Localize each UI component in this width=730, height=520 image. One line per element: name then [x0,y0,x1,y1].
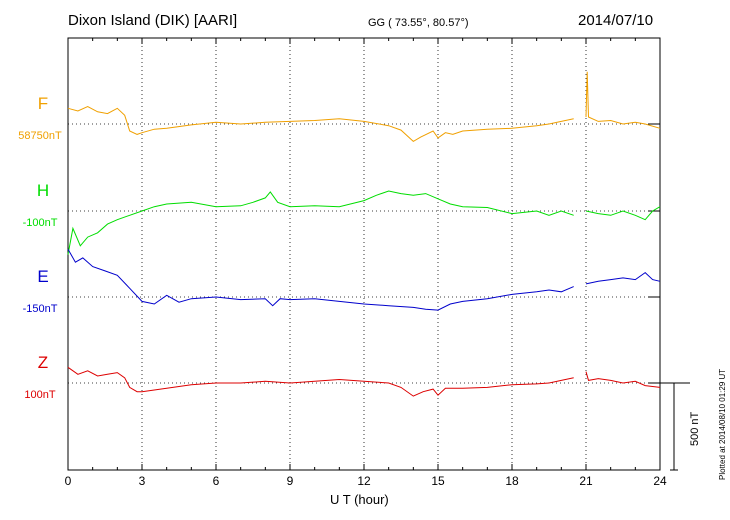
scale-bar-label: 500 nT [689,411,701,446]
trace-Z [67,366,574,397]
trace-E-b [585,271,661,285]
x-axis-label: U T (hour) [330,492,389,507]
x-tick-label: 18 [505,474,519,488]
trace-H [67,190,574,255]
trace-H-b [585,206,661,221]
x-tick-label: 21 [579,474,593,488]
component-baseline-H: -100nT [23,217,58,229]
trace-F-b [585,71,661,129]
component-label-E: E [37,267,48,286]
component-label-Z: Z [38,353,48,372]
component-baseline-F: 58750nT [18,130,62,142]
x-tick-label: 15 [431,474,445,488]
component-baseline-Z: 100nT [24,389,55,401]
component-label-H: H [37,181,49,200]
date-label: 2014/07/10 [578,12,654,29]
x-tick-label: 6 [213,474,220,488]
x-tick-label: 24 [653,474,667,488]
trace-F [67,106,574,143]
trace-E [67,248,574,311]
x-tick-label: 9 [287,474,294,488]
component-label-F: F [38,94,48,113]
component-baseline-E: -150nT [23,303,58,315]
trace-Z-b [585,371,661,388]
plotted-note: Plotted at 2014/08/10 01:29 UT [718,368,727,480]
coordinates-label: GG ( 73.55°, 80.57°) [368,17,469,29]
x-tick-label: 0 [65,474,72,488]
station-title: Dixon Island (DIK) [AARI] [68,12,238,29]
x-tick-label: 3 [139,474,146,488]
x-tick-label: 12 [357,474,371,488]
